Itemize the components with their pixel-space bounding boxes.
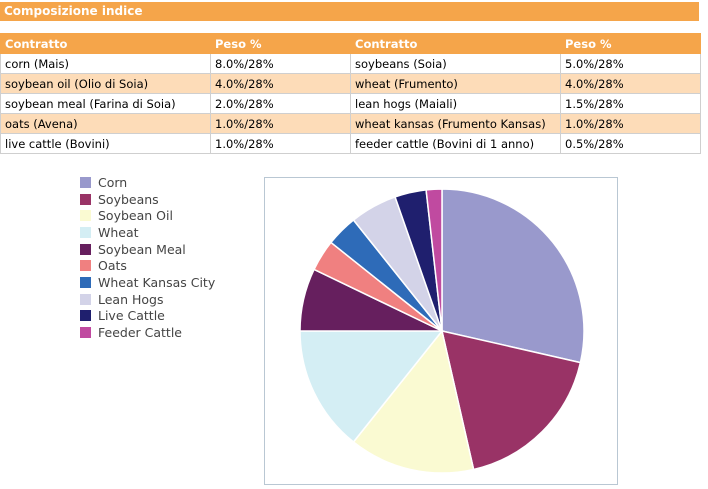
contract-cell: live cattle (Bovini) [0,133,211,154]
legend-swatch [80,327,91,339]
chart-legend: Corn Soybeans Soybean Oil Wheat Soybean Meal… [80,174,215,341]
contract-cell: corn (Mais) [0,53,211,74]
legend-swatch [80,226,91,238]
contract-cell: feeder cattle (Bovini di 1 anno) [350,133,561,154]
legend-item: Wheat [80,224,215,241]
pie-chart [299,188,585,474]
legend-label: Soybean Meal [98,241,186,257]
table-row: soybean meal (Farina di Soia) 2.0%/28% l… [0,93,701,114]
column-header-weight: Peso % [210,33,351,54]
weight-cell: 1.0%/28% [210,133,351,154]
legend-label: Oats [98,258,127,274]
legend-swatch [80,193,91,205]
pie-slice [441,330,582,471]
weight-cell: 1.0%/28% [210,113,351,134]
legend-label: Soybean Oil [98,208,173,224]
column-header-contract: Contratto [0,33,211,54]
pie-slice [352,329,475,474]
table-row: soybean oil (Olio di Soia) 4.0%/28% whea… [0,73,701,94]
legend-label: Corn [98,174,128,190]
column-header-weight: Peso % [560,33,701,54]
weight-cell: 5.0%/28% [560,53,701,74]
contract-cell: wheat kansas (Frumento Kansas) [350,113,561,134]
table-header-row: Contratto Peso % Contratto Peso % [0,33,701,54]
contract-cell: soybean oil (Olio di Soia) [0,73,211,94]
legend-item: Live Cattle [80,308,215,325]
legend-swatch [80,293,91,305]
contract-cell: soybean meal (Farina di Soia) [0,93,211,114]
weight-cell: 0.5%/28% [560,133,701,154]
legend-item: Oats [80,257,215,274]
weight-cell: 8.0%/28% [210,53,351,74]
legend-swatch [80,276,91,288]
legend-label: Feeder Cattle [98,325,182,341]
pie-slice [425,188,443,332]
contract-cell: oats (Avena) [0,113,211,134]
legend-item: Soybean Oil [80,207,215,224]
legend-label: Wheat Kansas City [98,274,216,290]
legend-item: Corn [80,174,215,191]
legend-item: Soybeans [80,191,215,208]
column-header-contract: Contratto [350,33,561,54]
legend-label: Soybeans [98,191,159,207]
legend-label: Wheat [98,224,139,240]
contract-cell: soybeans (Soia) [350,53,561,74]
legend-swatch [80,243,91,255]
weight-cell: 4.0%/28% [560,73,701,94]
legend-label: Lean Hogs [98,291,164,307]
table-row: oats (Avena) 1.0%/28% wheat kansas (Frum… [0,113,701,134]
contract-cell: wheat (Frumento) [350,73,561,94]
legend-swatch [80,260,91,272]
composition-table: Contratto Peso % Contratto Peso % corn (… [0,33,701,154]
pie-slice [441,188,585,364]
legend-item: Lean Hogs [80,291,215,308]
weight-cell: 1.5%/28% [560,93,701,114]
legend-item: Feeder Cattle [80,324,215,341]
legend-swatch [80,210,91,222]
weight-cell: 1.0%/28% [560,113,701,134]
legend-swatch [80,310,91,322]
table-row: corn (Mais) 8.0%/28% soybeans (Soia) 5.0… [0,53,701,74]
table-row: live cattle (Bovini) 1.0%/28% feeder cat… [0,133,701,154]
weight-cell: 4.0%/28% [210,73,351,94]
section-title: Composizione indice [0,2,699,21]
legend-swatch [80,176,91,188]
pie-chart-panel [264,177,618,485]
pie-slice [299,330,444,444]
contract-cell: lean hogs (Maiali) [350,93,561,114]
legend-item: Soybean Meal [80,241,215,258]
legend-item: Wheat Kansas City [80,274,215,291]
weight-cell: 2.0%/28% [210,93,351,114]
legend-label: Live Cattle [98,308,165,324]
